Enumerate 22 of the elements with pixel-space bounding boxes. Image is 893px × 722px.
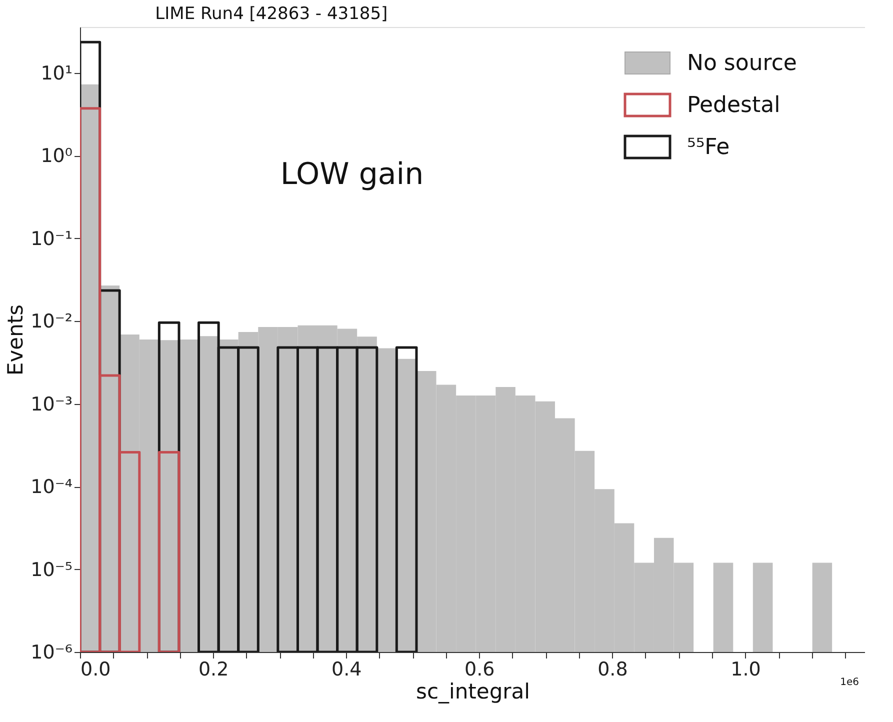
y-tick-label: 10¹ [40, 62, 72, 85]
y-tick-label: 10⁰ [40, 145, 72, 168]
y-tick-label: 10⁻² [30, 310, 72, 333]
legend-label: No source [687, 51, 797, 76]
legend-label: ⁵⁵Fe [687, 135, 730, 160]
y-tick-label: 10⁻⁴ [30, 476, 73, 498]
x-axis-title: sc_integral [416, 680, 530, 704]
y-axis-title: Events [4, 304, 28, 376]
y-tick-label: 10⁻⁵ [30, 558, 72, 581]
x-tick-label: 0.4 [331, 658, 362, 680]
x-tick-label: 0.6 [464, 658, 495, 680]
y-tick-label: 10⁻⁶ [30, 642, 72, 664]
x-tick-label: 0.0 [80, 658, 111, 680]
annotation: LOW gain [280, 157, 424, 192]
x-tick-label: 1.0 [730, 658, 761, 680]
chart-title: LIME Run4 [42863 - 43185] [155, 4, 388, 24]
y-tick-label: 10⁻³ [30, 393, 72, 416]
x-tick-label: 0.2 [198, 658, 229, 680]
y-tick-label: 10⁻¹ [30, 228, 72, 250]
x-tick-label: 0.8 [598, 658, 628, 680]
text: 1e6 [840, 677, 859, 688]
legend-label: Pedestal [687, 93, 780, 118]
